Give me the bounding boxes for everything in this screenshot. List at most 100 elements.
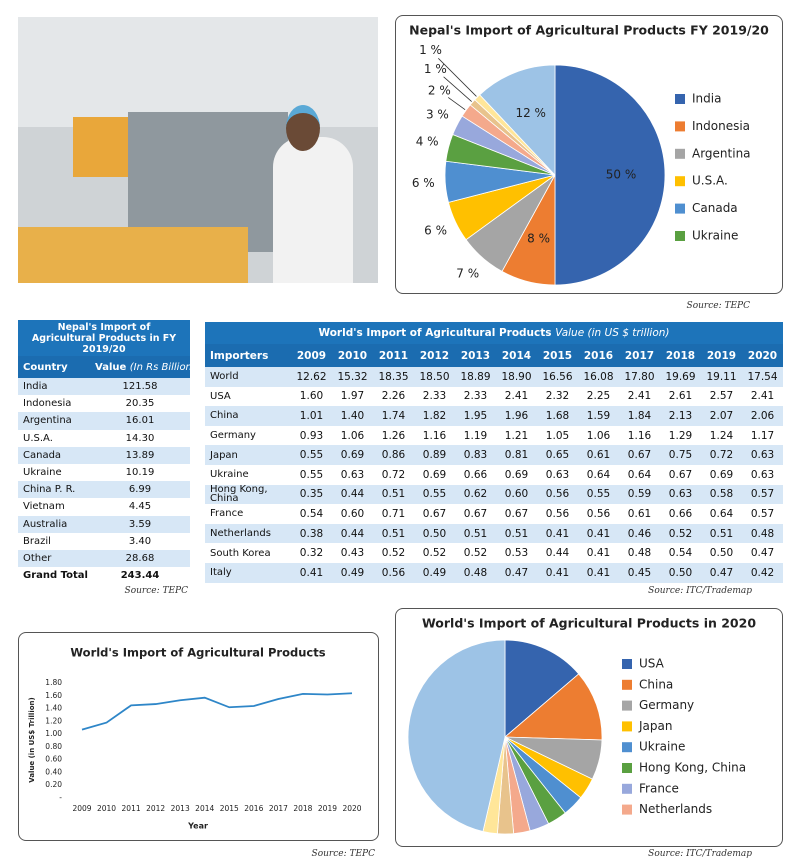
table-cell: USA bbox=[210, 390, 231, 402]
table-cell: 13.89 bbox=[125, 449, 155, 461]
table-cell: 0.41 bbox=[545, 527, 570, 540]
table-cell: 3.40 bbox=[128, 535, 152, 547]
table-cell: 0.75 bbox=[668, 449, 693, 462]
source: Source: TEPC bbox=[311, 849, 375, 859]
table-cell: Japan bbox=[210, 449, 238, 461]
header-cell: 2019 bbox=[706, 349, 737, 362]
table-cell: 0.42 bbox=[750, 566, 775, 579]
table-row: Hong Kong, China 0.35 0.44 0.51 0.55 0.62 0.60… bbox=[205, 484, 784, 505]
y-tick-label: 1.40 bbox=[45, 704, 62, 713]
photo-boxes bbox=[18, 227, 248, 283]
table-cell: 4.45 bbox=[128, 501, 152, 513]
table-cell: 0.63 bbox=[545, 468, 570, 481]
table-cell: 2.32 bbox=[545, 390, 570, 403]
legend-label: Ukraine bbox=[639, 740, 685, 754]
table-cell: 1.68 bbox=[545, 409, 570, 422]
table-cell: 0.57 bbox=[750, 507, 775, 520]
table-cell: 0.60 bbox=[340, 507, 365, 520]
table-cell: 1.74 bbox=[381, 409, 406, 422]
table-cell: 28.68 bbox=[125, 552, 155, 564]
table-cell: 2.61 bbox=[668, 390, 693, 403]
pie-slice bbox=[554, 64, 666, 286]
table-cell: China bbox=[210, 410, 239, 422]
table-cell: Netherlands bbox=[210, 528, 271, 540]
table-cell: 14.30 bbox=[125, 432, 155, 444]
chart-title: World's Import of Agricultural Products … bbox=[422, 616, 756, 631]
header-cell: 2010 bbox=[337, 349, 368, 362]
table-cell: 0.61 bbox=[586, 449, 611, 462]
table-row: China 1.01 1.40 1.74 1.82 1.95 1.96 1.68 1.59 1.8… bbox=[205, 406, 784, 426]
table-cell: 1.24 bbox=[709, 429, 734, 442]
table-cell: 2.25 bbox=[586, 390, 611, 403]
table-cell: 0.66 bbox=[463, 468, 488, 481]
table-cell: 1.06 bbox=[586, 429, 611, 442]
table: World's Import of Agricultural Products … bbox=[205, 322, 784, 583]
photo-person bbox=[273, 137, 353, 283]
x-tick-label: 2012 bbox=[146, 804, 165, 813]
leader-line bbox=[447, 97, 466, 111]
table-row: Vietnam 4.45 bbox=[18, 498, 190, 515]
table-row: France 0.54 0.60 0.71 0.67 0.67 0.67 0.56 0.56 0.… bbox=[205, 504, 783, 524]
table-cell: Indonesia bbox=[23, 398, 72, 410]
pie-slice bbox=[479, 64, 556, 177]
photo-head bbox=[286, 105, 320, 151]
header-cell: 2009 bbox=[296, 349, 327, 362]
table-row: Italy 0.41 0.49 0.56 0.49 0.48 0.47 0.41 0.41 0.4… bbox=[205, 562, 784, 583]
table-row: Australia 3.59 bbox=[18, 515, 190, 533]
table-cell: 2.33 bbox=[463, 390, 488, 403]
table-cell: Ukraine bbox=[23, 467, 62, 479]
pie-box bbox=[395, 608, 783, 847]
pie-slice bbox=[504, 639, 580, 738]
header-text: Value bbox=[95, 361, 127, 373]
table-cell: Brazil bbox=[23, 535, 51, 547]
y-tick-label: 1.80 bbox=[45, 678, 62, 687]
data-label: 1 % bbox=[424, 62, 447, 76]
table-cell: 0.58 bbox=[709, 488, 734, 501]
pie-slice bbox=[407, 639, 506, 832]
table-cell: Vietnam bbox=[23, 501, 65, 513]
table-cell: 1.95 bbox=[463, 409, 488, 422]
table-cell: 2.41 bbox=[627, 390, 652, 403]
photo bbox=[18, 17, 378, 283]
table-cell: 1.60 bbox=[299, 390, 324, 403]
table-cell: 0.67 bbox=[463, 507, 488, 520]
table-cell: 0.52 bbox=[422, 547, 447, 560]
chart-title: World's Import of Agricultural Products bbox=[70, 646, 325, 660]
data-label: 7 % bbox=[456, 267, 479, 281]
legend-label: Ukraine bbox=[692, 229, 738, 243]
data-label: 3 % bbox=[426, 108, 449, 122]
table-cell: 15.32 bbox=[337, 370, 368, 383]
table-cell: 0.71 bbox=[381, 507, 406, 520]
table-cell: 2.57 bbox=[709, 390, 734, 403]
table-cell: 0.41 bbox=[586, 566, 611, 579]
y-axis-label: Value (in US$ Trillion) bbox=[28, 697, 36, 782]
legend-label: U.S.A. bbox=[692, 174, 728, 188]
table-cell: 0.41 bbox=[586, 547, 611, 560]
table-cell: 0.41 bbox=[299, 566, 324, 579]
table-cell: 18.35 bbox=[378, 370, 409, 383]
table-cell: 121.58 bbox=[122, 381, 158, 393]
table-row: Other 28.68 bbox=[18, 549, 190, 568]
table-cell: 0.89 bbox=[422, 449, 447, 462]
legend-label: Canada bbox=[692, 201, 738, 215]
table-cell: 0.51 bbox=[381, 488, 406, 501]
table-cell: 0.60 bbox=[504, 488, 529, 501]
legend-label: Indonesia bbox=[692, 119, 750, 133]
table-cell: 1.05 bbox=[545, 429, 570, 442]
legend-swatch bbox=[675, 231, 685, 241]
table-cell: 0.35 bbox=[299, 488, 324, 501]
table-cell: 0.61 bbox=[627, 507, 652, 520]
table-cell: Hong Kong, China bbox=[210, 484, 268, 505]
y-tick-label: 0.60 bbox=[45, 755, 62, 764]
y-tick-label: 0.40 bbox=[45, 767, 62, 776]
table-cell: 0.67 bbox=[422, 507, 447, 520]
table-cell: 0.50 bbox=[668, 566, 693, 579]
legend-swatch bbox=[622, 763, 632, 773]
table-cell: 2.41 bbox=[750, 390, 775, 403]
table-cell: 0.65 bbox=[545, 449, 570, 462]
legend-swatch bbox=[622, 721, 632, 732]
table-cell: 0.62 bbox=[463, 488, 488, 501]
table-cell: 0.41 bbox=[545, 566, 570, 579]
